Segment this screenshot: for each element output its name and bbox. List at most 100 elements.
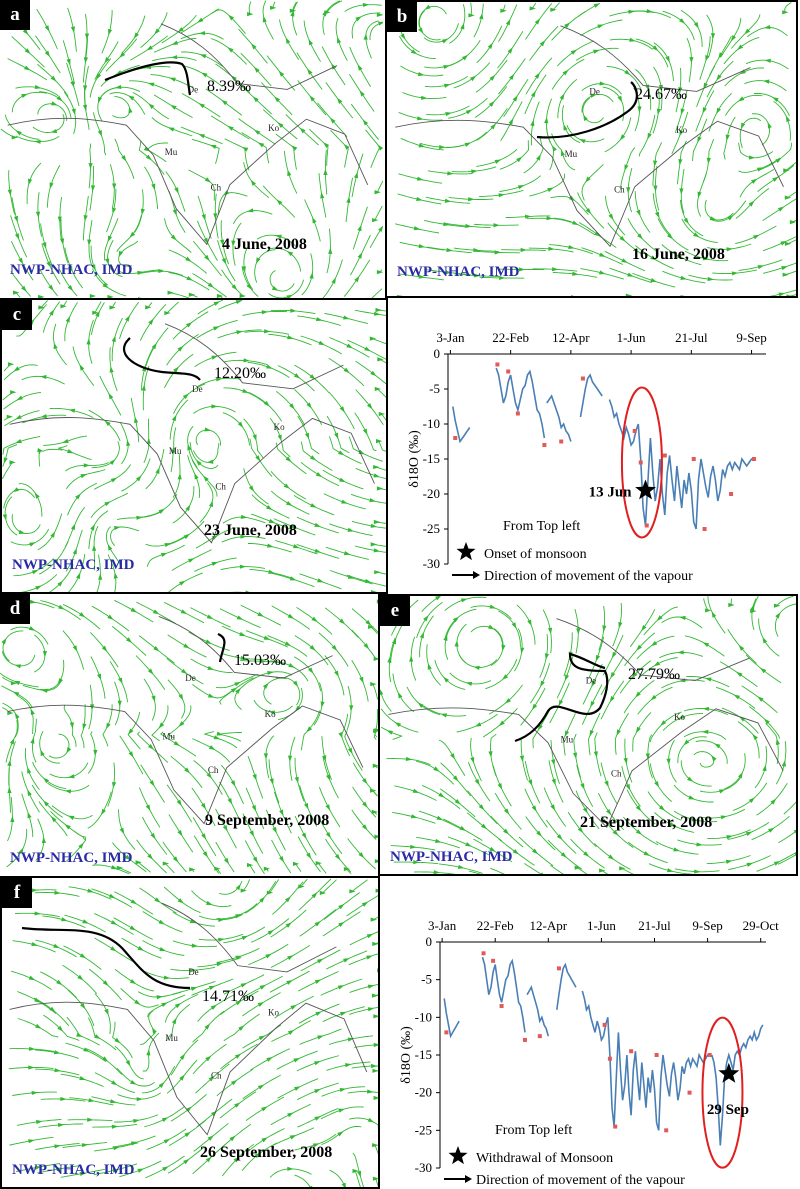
delta-value: 27.79‰ bbox=[628, 666, 680, 683]
legend-note: From Top left bbox=[503, 519, 580, 534]
x-tick-label: 21-Jul bbox=[638, 918, 671, 933]
legend-note: From Top left bbox=[495, 1123, 572, 1138]
delta-value: 8.39‰ bbox=[207, 78, 251, 95]
y-tick-label: -30 bbox=[415, 1160, 432, 1175]
map-panel-a: De Ko Mu Ch a 8.39‰ 4 June, 2008 NWP-NHAC, … bbox=[0, 0, 383, 298]
chart-svg: 0 -5 -10 -15 -20 -25 -30 3-Jan 22-Feb 12-Apr 1-Jun… bbox=[407, 330, 767, 584]
legend-arrow-label: Direction of movement of the vapour bbox=[476, 1173, 685, 1188]
map-panel-f: De Ko Mu Ch f 14.71‰ 26 September, 2008 NWP… bbox=[0, 876, 380, 1189]
map-date: 4 June, 2008 bbox=[222, 236, 307, 253]
delta18o-chart-onset: 0 -5 -10 -15 -20 -25 -30 3-Jan 22-Feb 12-Apr 1-Jun… bbox=[388, 298, 800, 594]
coastline bbox=[388, 618, 784, 829]
data-marker bbox=[495, 362, 500, 367]
city-label-mu: Mu bbox=[561, 735, 574, 745]
y-axis-label: δ18O (‰) bbox=[399, 1026, 414, 1084]
legend-star-label: Onset of monsoon bbox=[484, 547, 587, 562]
series-line bbox=[581, 990, 710, 1131]
data-marker bbox=[729, 492, 734, 496]
data-marker bbox=[602, 1022, 607, 1027]
streamline-map: De Ko Mu Ch bbox=[394, 2, 796, 296]
highlight-ellipse bbox=[620, 386, 663, 539]
series-line bbox=[481, 956, 526, 1033]
credit-label: NWP-NHAC, IMD bbox=[390, 849, 513, 865]
map-panel-c: De Ko Mu Ch c 12.20‰ 23 June, 2008 NWP-NHAC… bbox=[0, 298, 388, 594]
legend-star-icon bbox=[448, 1146, 468, 1165]
city-label-mu: Mu bbox=[169, 446, 182, 456]
y-tick-label: -10 bbox=[415, 1009, 432, 1024]
panel-label: d bbox=[0, 594, 30, 624]
y-tick-label: 0 bbox=[434, 346, 441, 361]
y-tick-label: -15 bbox=[415, 1047, 432, 1062]
data-marker bbox=[515, 411, 520, 416]
y-tick-label: -15 bbox=[423, 451, 440, 466]
streamline-map: De Ko Mu Ch bbox=[2, 300, 386, 592]
y-tick-label: -25 bbox=[423, 521, 440, 536]
map-date: 16 June, 2008 bbox=[632, 246, 725, 263]
streamlines bbox=[0, 599, 378, 874]
delta-value: 14.71‰ bbox=[202, 988, 254, 1005]
coastline bbox=[9, 323, 375, 544]
chart-svg: 0 -5 -10 -15 -20 -25 -30 3-Jan 22-Feb 12-Apr 1-Jun… bbox=[399, 918, 779, 1188]
annotation-label: 13 Jun bbox=[589, 485, 633, 501]
data-marker bbox=[629, 1049, 634, 1054]
vapour-track bbox=[217, 632, 226, 663]
city-label-ch: Ch bbox=[611, 768, 622, 778]
streamline-map: De Ko Mu Ch bbox=[0, 0, 383, 298]
data-marker bbox=[537, 1034, 542, 1039]
x-tick-label: 9-Sep bbox=[692, 918, 722, 933]
credit-label: NWP-NHAC, IMD bbox=[397, 264, 520, 280]
data-marker bbox=[687, 1090, 692, 1095]
city-label-mu: Mu bbox=[165, 1033, 178, 1043]
data-marker bbox=[691, 457, 696, 461]
series-line bbox=[495, 367, 546, 439]
vapour-track bbox=[514, 652, 609, 743]
coastline bbox=[7, 615, 364, 825]
data-marker bbox=[638, 460, 643, 465]
delta-value: 24.67‰ bbox=[635, 86, 687, 103]
city-label-mu: Mu bbox=[165, 147, 178, 157]
coastline bbox=[9, 902, 368, 1136]
city-label-ch: Ch bbox=[211, 1070, 222, 1080]
streamlines bbox=[0, 0, 383, 298]
data-marker bbox=[662, 453, 667, 458]
legend-star-icon bbox=[456, 542, 476, 561]
y-tick-label: 0 bbox=[426, 934, 433, 949]
vapour-track bbox=[123, 337, 201, 381]
series-line bbox=[546, 394, 572, 442]
city-label-ko: Ko bbox=[676, 125, 687, 135]
y-tick-label: -5 bbox=[421, 972, 432, 987]
city-label-ko: Ko bbox=[674, 712, 685, 722]
legend-star-label: Withdrawal of Monsoon bbox=[476, 1151, 613, 1166]
delta-value: 12.20‰ bbox=[214, 365, 266, 382]
x-tick-label: 22-Feb bbox=[477, 918, 514, 933]
panel-label: e bbox=[380, 596, 410, 626]
data-marker bbox=[499, 1004, 504, 1009]
streamline-map: De Ko Mu Ch bbox=[0, 599, 378, 874]
data-marker bbox=[556, 966, 561, 971]
x-tick-label: 1-Jun bbox=[617, 330, 646, 345]
map-date: 21 September, 2008 bbox=[580, 814, 713, 831]
y-tick-label: -10 bbox=[423, 416, 440, 431]
y-tick-label: -20 bbox=[423, 486, 440, 501]
series-line bbox=[608, 399, 754, 530]
data-marker bbox=[751, 457, 756, 461]
x-tick-label: 22-Feb bbox=[492, 330, 529, 345]
x-tick-label: 29-Oct bbox=[743, 918, 779, 933]
panel-label: b bbox=[387, 2, 417, 32]
data-marker bbox=[580, 376, 585, 381]
x-tick-label: 21-Jul bbox=[675, 330, 708, 345]
map-panel-d: De Ko Mu Ch d 15.03‰ 9 September, 2008 NWP-… bbox=[0, 594, 378, 874]
city-label-de: De bbox=[185, 673, 196, 683]
series-line bbox=[556, 962, 577, 1010]
credit-label: NWP-NHAC, IMD bbox=[12, 1162, 135, 1178]
series-line bbox=[579, 373, 603, 418]
credit-label: NWP-NHAC, IMD bbox=[10, 850, 133, 866]
city-label-ko: Ko bbox=[274, 422, 285, 432]
city-label-ch: Ch bbox=[215, 481, 226, 491]
coastline bbox=[395, 25, 784, 248]
legend-arrow-head bbox=[465, 1175, 472, 1183]
streamlines bbox=[8, 878, 378, 1187]
data-marker bbox=[506, 369, 511, 374]
data-marker bbox=[702, 527, 707, 531]
data-marker bbox=[542, 443, 547, 447]
